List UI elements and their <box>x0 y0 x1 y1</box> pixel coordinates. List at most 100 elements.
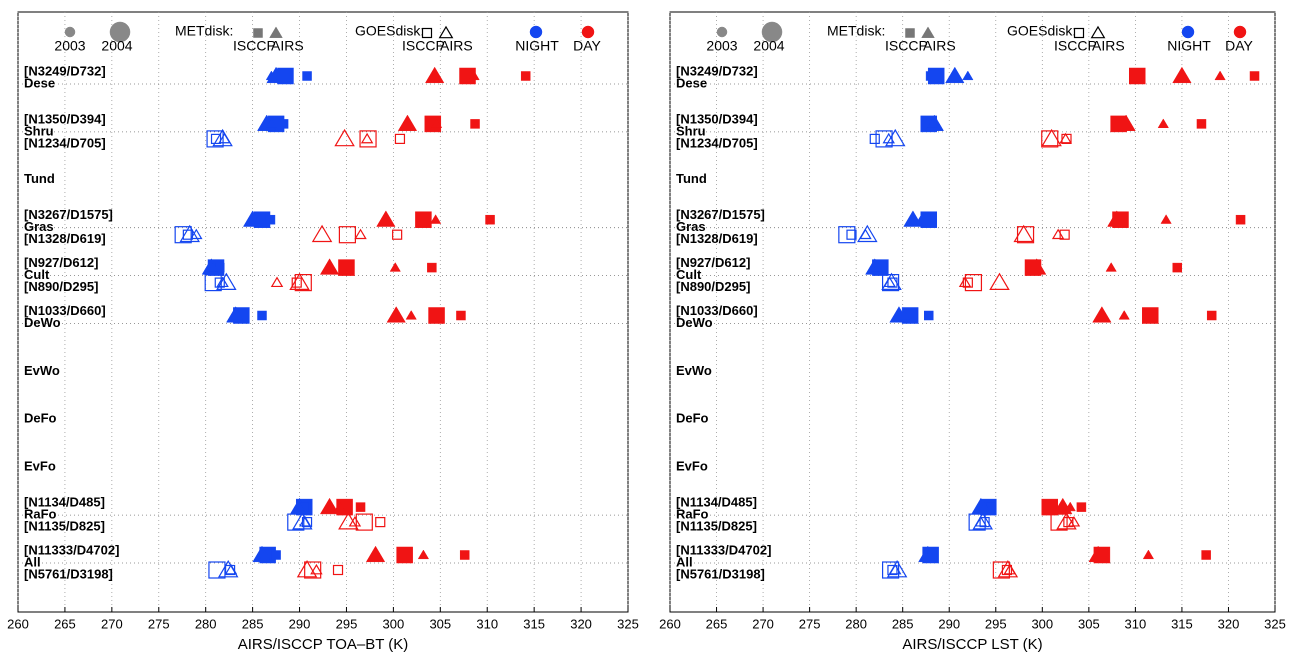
met-count-label: [N11333/D4702] <box>676 542 771 557</box>
legend-day <box>1233 25 1247 39</box>
data-point <box>338 259 355 276</box>
legend-product: ISCCP <box>402 38 445 54</box>
row-name: EvFo <box>24 459 56 474</box>
row-name: Gras <box>24 219 54 234</box>
legend-year: 2004 <box>101 38 132 54</box>
legend-satellite: GOESdisk: <box>1007 23 1076 39</box>
x-tick-label: 295 <box>336 616 358 631</box>
x-tick-label: 295 <box>985 616 1007 631</box>
data-point <box>214 277 225 288</box>
data-point <box>945 66 965 84</box>
data-point <box>520 71 531 81</box>
data-point <box>1142 549 1155 560</box>
met-count-label: [N1033/D660] <box>24 303 106 318</box>
met-count-label: [N1033/D660] <box>676 303 758 318</box>
data-point <box>1059 229 1070 240</box>
row-name: Tund <box>676 171 707 186</box>
legend-product: AIRS <box>440 38 473 54</box>
data-point <box>1196 119 1207 129</box>
data-point <box>838 226 856 244</box>
data-point <box>1157 118 1169 128</box>
data-point <box>887 564 898 576</box>
data-point <box>485 214 495 225</box>
x-tick-label: 320 <box>570 616 592 631</box>
met-count-label: [N1134/D485] <box>24 495 105 510</box>
data-point <box>882 132 895 144</box>
data-point <box>360 132 374 144</box>
data-point <box>1059 132 1072 144</box>
data-point <box>216 276 229 288</box>
data-point <box>302 71 312 81</box>
data-point <box>271 550 281 560</box>
data-point <box>430 214 442 224</box>
x-tick-label: 290 <box>938 616 960 631</box>
data-point <box>979 516 990 528</box>
data-point <box>278 119 289 129</box>
legend-2003 <box>64 26 76 38</box>
data-point <box>334 128 355 147</box>
legend-goes-isccp <box>421 27 433 39</box>
legend-2004 <box>109 21 131 43</box>
legend-2004 <box>761 21 783 43</box>
row-name: Shru <box>24 123 54 138</box>
data-point <box>881 561 900 579</box>
data-point <box>210 133 222 144</box>
data-point <box>887 277 898 288</box>
met-count-label: [N927/D612] <box>24 255 98 270</box>
legend-time: DAY <box>573 38 601 54</box>
data-point <box>1092 306 1112 323</box>
data-point <box>338 512 359 530</box>
data-point <box>1172 66 1192 84</box>
data-point <box>348 515 362 527</box>
x-tick-label: 305 <box>1078 616 1100 631</box>
legend-met-isccp <box>905 28 915 38</box>
data-point <box>1050 513 1068 531</box>
x-tick-label: 260 <box>7 616 29 631</box>
legend-satellite: METdisk: <box>175 23 233 39</box>
legend-time: NIGHT <box>1167 38 1211 54</box>
data-point <box>428 307 445 324</box>
data-point <box>898 310 911 320</box>
data-point <box>1051 228 1065 240</box>
plot-frame <box>669 11 1276 613</box>
data-point <box>338 226 356 244</box>
legend-product: AIRS <box>271 38 304 54</box>
data-point <box>206 130 224 148</box>
legend-product: ISCCP <box>1054 38 1097 54</box>
x-tick-label: 275 <box>148 616 170 631</box>
row-name: DeWo <box>676 315 713 330</box>
data-point <box>354 228 367 240</box>
data-point <box>392 229 403 240</box>
x-tick-label: 305 <box>429 616 451 631</box>
data-point <box>427 262 437 273</box>
data-point <box>1076 502 1087 512</box>
data-point <box>1027 258 1047 275</box>
row-name: EvWo <box>676 363 712 378</box>
data-point <box>334 501 346 512</box>
legend-year: 2003 <box>706 38 737 54</box>
data-point <box>287 513 305 531</box>
data-point <box>978 501 991 512</box>
data-point <box>1003 563 1016 575</box>
data-point <box>456 310 466 321</box>
data-point <box>962 277 973 288</box>
data-point <box>915 214 927 224</box>
data-point <box>224 563 238 575</box>
data-point <box>889 563 902 575</box>
x-tick-label: 265 <box>54 616 76 631</box>
data-point <box>968 513 986 531</box>
met-count-label: [N1134/D485] <box>676 495 757 510</box>
met-count-label: [N3267/D1575] <box>676 207 765 222</box>
x-axis-label: AIRS/ISCCP LST (K) <box>902 636 1042 653</box>
x-tick-label: 310 <box>476 616 498 631</box>
x-axis-label: AIRS/ISCCP TOA–BT (K) <box>238 636 409 653</box>
data-point <box>884 128 906 147</box>
goes-count-label: [N1135/D825] <box>676 519 757 534</box>
legend-met-airs <box>269 26 283 38</box>
legend-product: AIRS <box>1092 38 1125 54</box>
data-point <box>992 561 1010 579</box>
data-point <box>296 560 318 578</box>
data-point <box>962 70 974 81</box>
data-point <box>319 258 340 275</box>
x-tick-label: 275 <box>799 616 821 631</box>
